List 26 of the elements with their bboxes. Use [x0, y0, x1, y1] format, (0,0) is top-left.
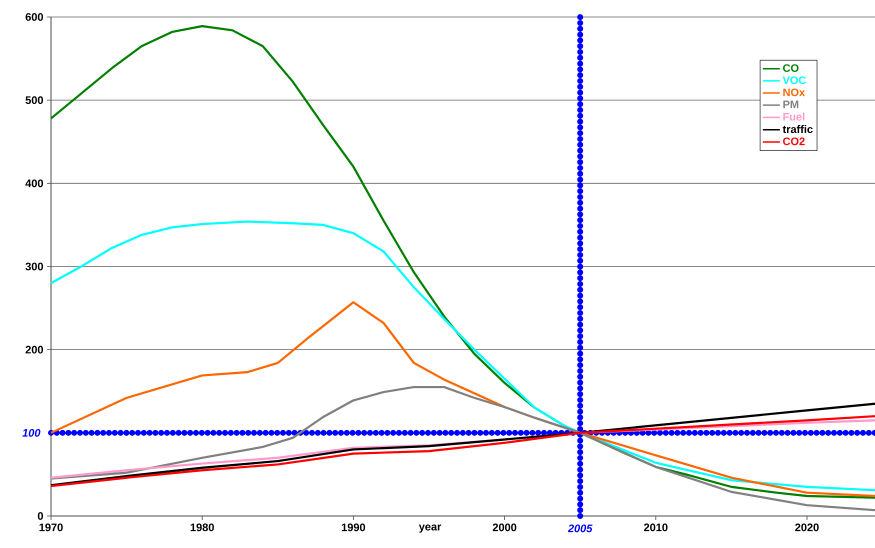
y-tick-label: 300: [25, 262, 44, 270]
legend-label: traffic: [782, 125, 813, 134]
x-axis-title: year: [418, 524, 442, 533]
y-tick-label: 0: [38, 512, 44, 520]
x-tick-label: 2010: [644, 524, 668, 532]
line-series: [50, 220, 875, 492]
x-tick-label: 2000: [492, 524, 516, 532]
legend-label: PM: [783, 100, 798, 108]
y-tick-label: 200: [26, 346, 44, 354]
legend-label: VOC: [782, 76, 806, 84]
legend-label: CO2: [783, 137, 805, 146]
x-tick-label: 1990: [342, 524, 366, 532]
legend-label: CO: [783, 64, 799, 72]
ref-line-label: 100: [22, 428, 40, 437]
ref-line-label: 2005: [568, 524, 592, 532]
x-tick-label: 1980: [190, 524, 214, 532]
y-tick-label: 400: [25, 179, 44, 188]
y-tick-label: 500: [26, 96, 44, 104]
line-series: [50, 415, 875, 488]
x-tick-label: 1970: [40, 524, 63, 532]
y-tick-label: 600: [26, 13, 44, 21]
legend-label: Fuel: [783, 112, 804, 121]
line-series: [50, 386, 875, 512]
line-series: [50, 301, 875, 498]
x-tick-label: 2020: [795, 524, 819, 532]
legend-label: NOx: [783, 88, 806, 96]
